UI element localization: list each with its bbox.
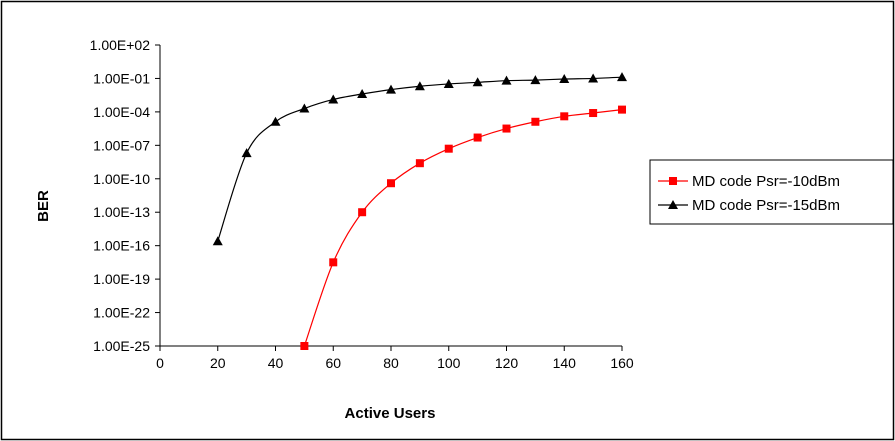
y-axis-title: BER bbox=[35, 190, 52, 222]
y-tick-label: 1.00E-04 bbox=[93, 104, 150, 120]
y-tick-label: 1.00E-07 bbox=[93, 137, 150, 153]
x-axis-title: Active Users bbox=[345, 405, 436, 422]
y-tick-label: 1.00E-10 bbox=[93, 171, 150, 187]
y-tick-label: 1.00E-25 bbox=[93, 338, 150, 354]
data-point bbox=[387, 179, 395, 187]
y-tick-label: 1.00E-13 bbox=[93, 204, 150, 220]
data-point bbox=[560, 112, 568, 120]
data-point bbox=[589, 109, 597, 117]
data-point bbox=[300, 342, 308, 350]
x-tick-label: 20 bbox=[210, 355, 226, 371]
x-tick-label: 100 bbox=[437, 355, 461, 371]
y-tick-label: 1.00E+02 bbox=[90, 37, 151, 53]
legend-marker bbox=[669, 177, 677, 185]
legend-label: MD code Psr=-10dBm bbox=[692, 173, 840, 190]
y-tick-label: 1.00E-22 bbox=[93, 305, 150, 321]
data-point bbox=[358, 208, 366, 216]
data-point bbox=[416, 159, 424, 167]
legend-label: MD code Psr=-15dBm bbox=[692, 197, 840, 214]
x-tick-label: 40 bbox=[268, 355, 284, 371]
x-tick-label: 60 bbox=[325, 355, 341, 371]
data-point bbox=[445, 145, 453, 153]
data-point bbox=[531, 118, 539, 126]
x-tick-label: 140 bbox=[553, 355, 577, 371]
y-tick-label: 1.00E-16 bbox=[93, 238, 150, 254]
y-tick-label: 1.00E-01 bbox=[93, 70, 150, 86]
x-tick-label: 160 bbox=[610, 355, 634, 371]
data-point bbox=[474, 134, 482, 142]
legend-box bbox=[650, 160, 893, 224]
data-point bbox=[503, 125, 511, 133]
data-point bbox=[329, 258, 337, 266]
x-tick-label: 80 bbox=[383, 355, 399, 371]
x-tick-label: 120 bbox=[495, 355, 519, 371]
data-point bbox=[618, 106, 626, 114]
y-tick-label: 1.00E-19 bbox=[93, 271, 150, 287]
x-tick-label: 0 bbox=[156, 355, 164, 371]
legend: MD code Psr=-10dBm MD code Psr=-15dBm bbox=[650, 160, 893, 224]
